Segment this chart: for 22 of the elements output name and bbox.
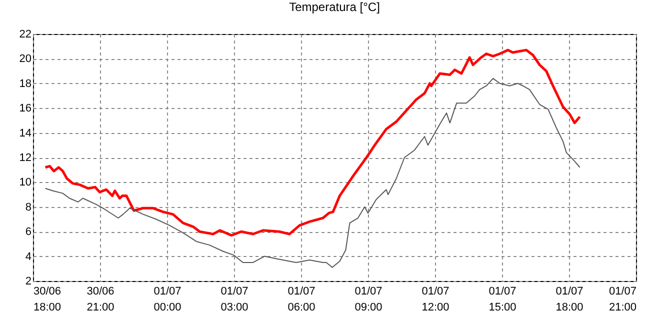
y-tick-label: 10 [19, 176, 32, 189]
y-tick-label: 8 [25, 201, 32, 214]
x-tick-label: 01/07 00:00 [154, 286, 182, 314]
y-tick-label: 12 [19, 152, 32, 164]
y-tick-label: 16 [19, 102, 32, 115]
y-tick-label: 6 [25, 226, 32, 238]
x-tick-label: 01/07 18:00 [556, 286, 584, 314]
y-tick-label: 2 [25, 276, 32, 288]
y-tick-label: 20 [19, 53, 32, 66]
x-tick-label: 01/07 15:00 [488, 286, 516, 314]
x-tick-label: 01/07 12:00 [422, 286, 450, 314]
y-tick-label: 14 [19, 127, 32, 140]
x-tick-label: 01/07 21:00 [608, 286, 636, 314]
x-tick-label: 30/06 21:00 [86, 286, 114, 314]
x-tick-label: 01/07 09:00 [354, 286, 382, 314]
y-tick-label: 4 [25, 250, 32, 263]
chart-title: Temperatura [°C] [289, 0, 380, 14]
x-tick-label: 01/07 03:00 [220, 286, 248, 314]
x-tick-label: 30/06 18:00 [34, 286, 62, 314]
x-tick-label: 01/07 06:00 [288, 286, 316, 314]
y-tick-label: 22 [19, 28, 32, 40]
y-tick-label: 18 [19, 78, 32, 90]
